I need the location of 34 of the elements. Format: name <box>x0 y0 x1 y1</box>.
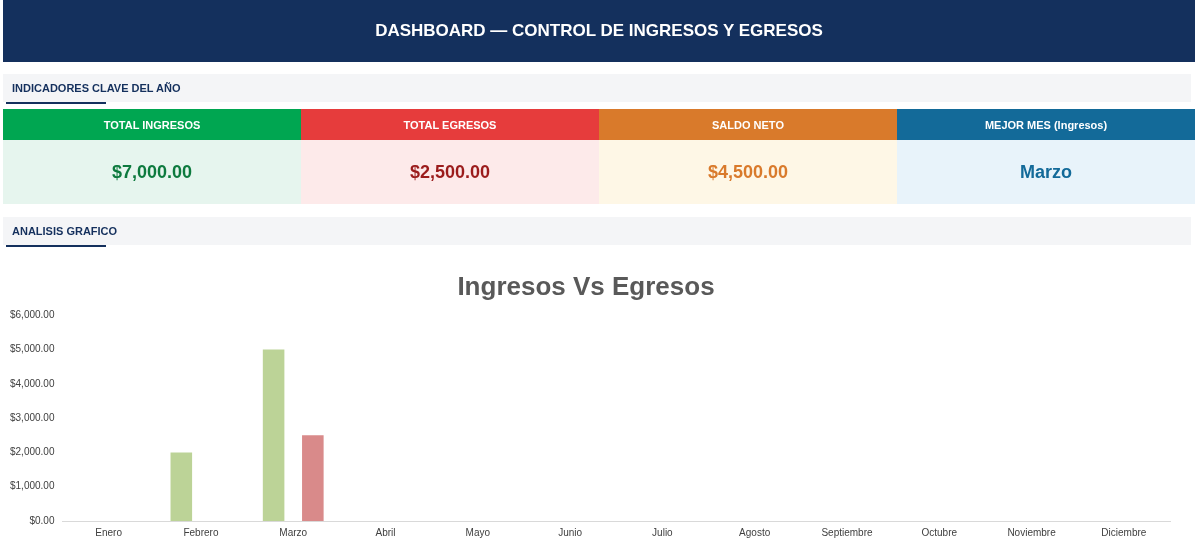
x-tick-label: Junio <box>558 526 583 538</box>
text: MEJOR MES (Ingresos) <box>897 109 1195 140</box>
x-tick-label: Diciembre <box>1101 526 1147 538</box>
y-tick-label: $2,000.00 <box>9 446 55 458</box>
text: TOTAL EGRESOS <box>301 109 599 140</box>
x-tick-label: Mayo <box>465 526 491 538</box>
text: TOTAL INGRESOS <box>3 109 301 140</box>
x-tick-label: Noviembre <box>1007 526 1057 538</box>
chart-subtitle: ANALISIS GRAFICO <box>12 225 118 237</box>
text: SALDO NETO <box>599 109 897 140</box>
y-tick-label: $6,000.00 <box>9 308 55 320</box>
bar <box>262 349 285 521</box>
x-tick-label: Abril <box>375 526 396 538</box>
y-tick-label: $3,000.00 <box>9 411 55 423</box>
bar <box>170 452 193 521</box>
text: INDICADORES CLAVE DEL AÑO <box>12 82 181 94</box>
x-tick-label: Octubre <box>921 526 958 538</box>
x-tick-label: Julio <box>652 526 674 538</box>
chart-title: Ingresos Vs Egresos <box>457 270 715 301</box>
text: $2,500.00 <box>301 140 599 204</box>
text: Marzo <box>897 140 1195 204</box>
text: $4,500.00 <box>599 140 897 204</box>
x-tick-label: Febrero <box>183 526 219 538</box>
x-tick-label: Marzo <box>279 526 308 538</box>
text: $7,000.00 <box>3 140 301 204</box>
y-tick-label: $5,000.00 <box>9 343 55 355</box>
text: DASHBOARD — CONTROL DE INGRESOS Y EGRESOS <box>3 0 1195 62</box>
x-tick-label: Agosto <box>739 526 771 538</box>
x-tick-label: Septiembre <box>821 526 873 538</box>
y-tick-label: $0.00 <box>29 514 55 526</box>
bar <box>302 435 324 521</box>
y-tick-label: $4,000.00 <box>9 377 55 389</box>
x-tick-label: Enero <box>95 526 123 538</box>
y-tick-label: $1,000.00 <box>9 480 55 492</box>
